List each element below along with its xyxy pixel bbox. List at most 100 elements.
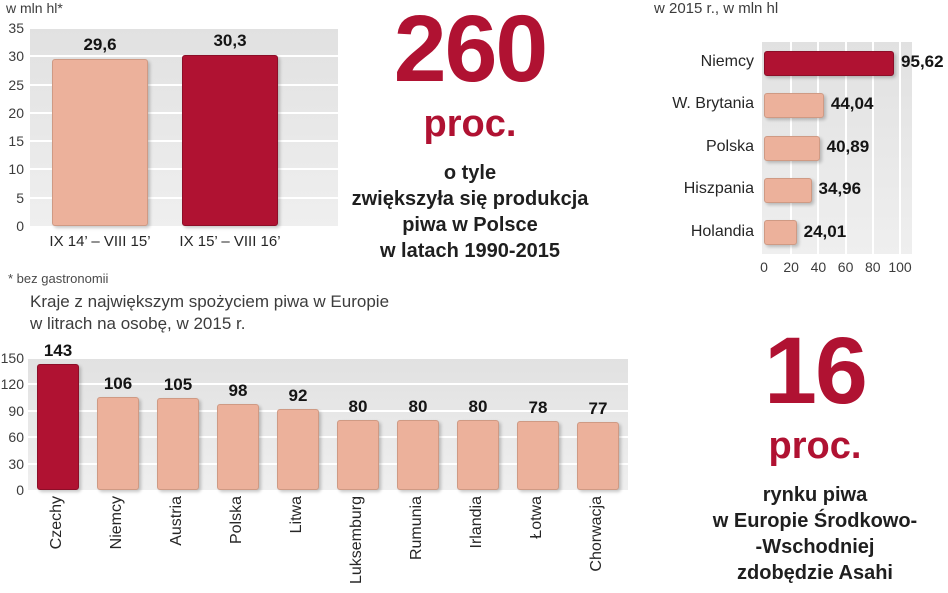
chart1-footnote: * bez gastronomii xyxy=(8,271,109,286)
gridline xyxy=(28,383,628,386)
x-axis-category-label: Irlandia xyxy=(468,496,485,549)
gridline xyxy=(28,409,628,412)
stat-text-line: -Wschodniej xyxy=(755,536,875,558)
bar-Niemcy xyxy=(764,50,895,76)
x-axis-category-label: IX 14’ – VIII 15’ xyxy=(49,233,151,250)
bar-IX 14’ – VIII 15’ xyxy=(52,58,148,226)
x-axis-category-label: Łotwa xyxy=(528,496,545,539)
bar-value-label: 98 xyxy=(228,380,248,400)
x-axis-category-label: Polska xyxy=(228,496,245,545)
stat-text-line: rynku piwa xyxy=(762,484,868,506)
x-axis-category-label: Litwa xyxy=(288,496,305,534)
x-axis-tick-label: 80 xyxy=(865,259,881,275)
gridline xyxy=(30,27,338,29)
row-category-label: W. Brytania xyxy=(672,95,754,113)
bar-value-label: 80 xyxy=(348,396,368,416)
bar-value-label: 78 xyxy=(528,398,548,418)
bar-value-label: 80 xyxy=(408,396,428,416)
chart2-plot-area xyxy=(762,42,912,254)
stat-asahi-market-share: 16 proc. rynku piwa w Europie Środkowo- -W… xyxy=(688,324,942,586)
y-axis-tick-label: 150 xyxy=(0,350,24,366)
bar-Polska xyxy=(217,403,259,490)
chart2-title: w 2015 r., w mln hl xyxy=(654,0,779,17)
stat-production-growth: 260 proc. o tyle zwiększyła się produkcja… xyxy=(340,2,600,264)
bar-Hiszpania xyxy=(764,177,812,203)
bar-value-label: 77 xyxy=(588,399,608,419)
gridline xyxy=(844,42,847,254)
chart3-title-line2: w litrach na osobę, w 2015 r. xyxy=(30,314,246,333)
bar-value-label: 105 xyxy=(163,374,193,394)
y-axis-tick-label: 60 xyxy=(8,429,24,446)
stat-text-line: w Europie Środkowo- xyxy=(712,510,918,532)
y-axis-tick-label: 0 xyxy=(16,482,24,498)
bar-Chorwacja xyxy=(577,422,619,490)
bar-Holandia xyxy=(764,220,797,246)
gridline xyxy=(28,357,628,359)
stat-text-line: w latach 1990-2015 xyxy=(379,240,561,262)
x-axis-category-label: Luksemburg xyxy=(348,496,365,585)
bar-Czechy xyxy=(37,364,79,490)
y-axis-tick-label: 15 xyxy=(8,133,24,150)
x-axis-tick-label: 0 xyxy=(760,259,768,275)
row-category-label: Niemcy xyxy=(700,53,754,70)
bar-Łotwa xyxy=(517,421,559,490)
x-axis-category-label: IX 15’ – VIII 16’ xyxy=(179,233,281,250)
x-axis-tick-label: 20 xyxy=(783,259,799,275)
gridline xyxy=(28,436,628,439)
stat1-number: 260 xyxy=(393,0,549,102)
stat1-unit: proc. xyxy=(423,103,517,145)
y-axis-tick-label: 30 xyxy=(8,48,24,65)
y-axis-tick-label: 25 xyxy=(8,76,24,93)
bar-Austria xyxy=(157,397,199,490)
gridline xyxy=(28,462,628,465)
bar-Luksemburg xyxy=(337,419,379,490)
row-category-label: Polska xyxy=(705,137,754,155)
bar-value-label: 29,6 xyxy=(83,34,117,54)
stat-text-line: piwa w Polsce xyxy=(402,214,538,236)
x-axis-tick-label: 60 xyxy=(837,259,854,275)
bar-value-label: 44,04 xyxy=(830,94,874,114)
y-axis-tick-label: 10 xyxy=(8,161,24,178)
gridline xyxy=(871,42,874,254)
bar-value-label: 106 xyxy=(103,373,133,393)
bar-value-label: 40,89 xyxy=(826,136,870,156)
x-axis-tick-label: 40 xyxy=(810,259,827,275)
y-axis-tick-label: 5 xyxy=(16,189,24,206)
chart1-axis-title: w mln hl* xyxy=(6,0,63,16)
x-axis-category-label: Niemcy xyxy=(108,496,125,550)
chart3-plot-area xyxy=(28,357,628,490)
bar-value-label: 34,96 xyxy=(818,179,862,199)
x-axis-category-label: Rumunia xyxy=(408,496,425,561)
y-axis-tick-label: 90 xyxy=(8,402,24,419)
y-axis-tick-label: 30 xyxy=(8,455,24,472)
chart-beer-production-poland: w mln hl* * bez gastronomii 0 5 10 15 20 25 30… xyxy=(0,0,348,290)
bar-IX 15’ – VIII 16’ xyxy=(182,54,278,226)
chart-beer-consumption-per-capita: Kraje z największym spożyciem piwa w Eur… xyxy=(0,290,680,593)
stat2-unit: proc. xyxy=(768,425,862,467)
stat-text-line: zdobędzie Asahi xyxy=(737,562,893,584)
bar-Litwa xyxy=(277,409,319,490)
bar-Polska xyxy=(764,135,820,161)
row-category-label: Holandia xyxy=(690,222,754,240)
row-category-label: Hiszpania xyxy=(683,180,754,198)
stat-text-line: zwiększyła się produkcja xyxy=(351,188,589,210)
y-axis-tick-label: 20 xyxy=(8,104,24,121)
bar-value-label: 92 xyxy=(288,386,308,406)
bar-Niemcy xyxy=(97,396,139,490)
bar-value-label: 80 xyxy=(468,396,488,416)
bar-Rumunia xyxy=(397,419,439,490)
x-axis-tick-label: 100 xyxy=(888,259,912,275)
gridline xyxy=(899,42,901,254)
x-axis-category-label: Chorwacja xyxy=(588,496,605,572)
chart3-title-line1: Kraje z największym spożyciem piwa w Eur… xyxy=(30,292,390,311)
y-axis-tick-label: 35 xyxy=(8,20,24,36)
y-axis-tick-label: 120 xyxy=(0,376,24,393)
stat-text-line: o tyle xyxy=(443,162,497,184)
bar-value-label: 30,3 xyxy=(213,30,247,50)
stat1-description: o tyle zwiększyła się produkcja piwa w Pol… xyxy=(340,160,600,264)
chart1-plot-area xyxy=(30,27,338,226)
bar-W. Brytania xyxy=(764,93,824,119)
stat2-number: 16 xyxy=(764,318,868,424)
stat2-description: rynku piwa w Europie Środkowo- -Wschodniej… xyxy=(688,482,942,586)
